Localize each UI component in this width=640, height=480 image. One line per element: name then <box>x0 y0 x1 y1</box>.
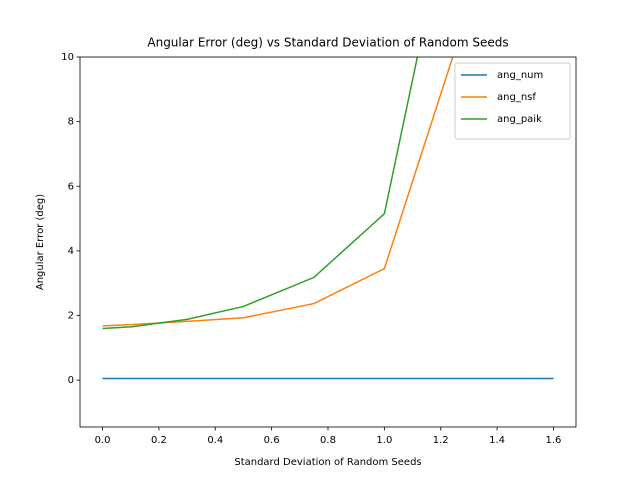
x-tick-label: 1.4 <box>489 435 505 446</box>
x-tick-label: 0.0 <box>95 435 111 446</box>
x-tick-label: 0.6 <box>264 435 280 446</box>
legend-label: ang_paik <box>497 114 542 125</box>
legend-label: ang_nsf <box>497 92 536 103</box>
legend: ang_num ang_nsf ang_paik <box>454 62 571 140</box>
y-tick-label: 10 <box>61 52 74 63</box>
y-tick-label: 0 <box>68 375 74 386</box>
legend-box <box>454 62 571 140</box>
chart-title: Angular Error (deg) vs Standard Deviatio… <box>147 36 508 50</box>
x-tick-label: 0.8 <box>320 435 336 446</box>
x-tick-label: 1.6 <box>546 435 562 446</box>
x-tick-label: 0.2 <box>151 435 167 446</box>
x-tick-label: 1.2 <box>433 435 449 446</box>
y-tick-label: 6 <box>68 181 74 192</box>
y-tick-label: 4 <box>68 246 74 257</box>
x-tick-label: 0.4 <box>207 435 223 446</box>
x-tick-label: 1.0 <box>376 435 392 446</box>
y-tick-label: 2 <box>68 311 74 322</box>
y-tick-label: 8 <box>68 117 74 128</box>
line-series <box>102 57 419 330</box>
plot-area <box>102 57 554 380</box>
x-axis-label: Standard Deviation of Random Seeds <box>234 457 421 468</box>
y-axis-label: Angular Error (deg) <box>35 194 46 290</box>
line-series <box>102 57 454 327</box>
legend-label: ang_num <box>497 70 543 81</box>
